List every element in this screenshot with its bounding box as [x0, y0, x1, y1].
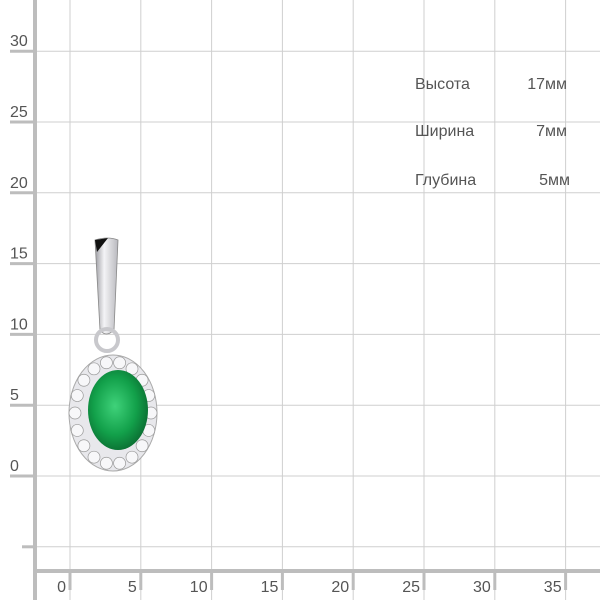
diamond-stone: [68, 406, 82, 420]
dimension-depth: Глубина 5мм: [415, 172, 570, 192]
diamond-stone: [87, 450, 101, 464]
dimension-height: Высота 17мм: [415, 76, 567, 96]
y-tick-label: 10: [10, 316, 28, 333]
diamond-stone: [125, 450, 139, 464]
diamond-stone: [77, 439, 91, 453]
x-tick-label: 5: [128, 579, 137, 596]
y-tick-label: 30: [10, 33, 28, 50]
diamond-stone: [100, 456, 113, 470]
diamond-stone: [113, 356, 126, 370]
y-tick-label: 25: [10, 104, 28, 121]
y-tick-label: 5: [10, 387, 19, 404]
x-tick-label: 25: [402, 579, 420, 596]
x-tick-label: 10: [190, 579, 208, 596]
dimension-value: 17мм: [527, 76, 567, 93]
diamond-halo: [68, 356, 158, 470]
dimension-value: 5мм: [539, 172, 570, 189]
x-tick-label: 30: [473, 579, 491, 596]
dimension-width: Ширина 7мм: [415, 123, 567, 143]
diamond-stone: [135, 439, 149, 453]
diamond-stone: [70, 424, 84, 437]
dimension-label: Высота: [415, 76, 470, 93]
x-tick-label: 0: [57, 579, 66, 596]
x-tick-label: 15: [261, 579, 279, 596]
x-tick-label: 20: [331, 579, 349, 596]
y-tick-label: 15: [10, 246, 28, 263]
y-tick-label: 0: [10, 458, 19, 475]
diamond-stone: [70, 389, 84, 402]
dimension-label: Ширина: [415, 123, 475, 140]
diamond-stone: [87, 362, 101, 376]
diamond-stone: [100, 356, 113, 370]
x-tick-label: 35: [544, 579, 562, 596]
dimension-value: 7мм: [536, 123, 567, 140]
diamond-stone: [113, 456, 126, 470]
y-tick-label: 20: [10, 175, 28, 192]
emerald-stone: [88, 370, 148, 450]
diamond-stone: [77, 373, 91, 387]
dimension-label: Глубина: [415, 172, 477, 189]
